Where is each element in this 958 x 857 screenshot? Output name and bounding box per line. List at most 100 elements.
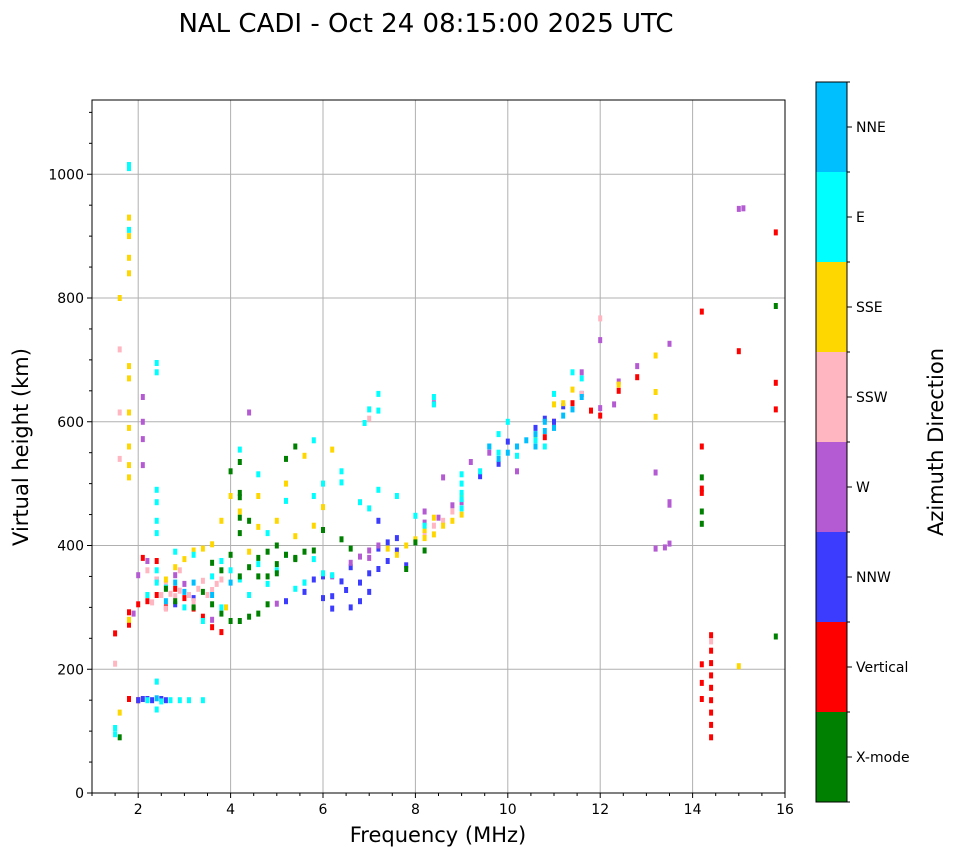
data-point	[284, 551, 288, 558]
data-point	[237, 508, 242, 515]
data-point	[330, 593, 335, 600]
data-point	[330, 605, 335, 612]
data-point	[358, 553, 362, 560]
data-point	[699, 308, 704, 315]
colorbar-label: SSW	[856, 390, 888, 406]
data-point	[699, 485, 704, 492]
data-point	[127, 254, 131, 261]
data-point	[131, 610, 136, 617]
data-point	[311, 522, 316, 529]
x-tick-label: 10	[499, 802, 517, 818]
data-point	[699, 520, 704, 527]
data-point	[635, 374, 640, 381]
data-point	[542, 428, 547, 434]
data-point	[709, 672, 714, 679]
colorbar-frame	[815, 81, 848, 803]
data-point	[542, 418, 547, 425]
data-point	[422, 508, 427, 515]
data-point	[367, 547, 372, 554]
data-point	[358, 579, 362, 586]
x-tick-label: 14	[684, 802, 702, 818]
data-point	[210, 587, 215, 593]
data-point	[274, 570, 279, 577]
colorbar-segment	[816, 82, 847, 172]
data-point	[339, 468, 344, 475]
data-point	[173, 579, 178, 586]
data-point	[182, 595, 187, 602]
data-point	[311, 493, 316, 499]
data-point	[159, 698, 164, 705]
data-point	[321, 573, 325, 580]
data-point	[570, 386, 575, 393]
data-point	[367, 588, 372, 595]
data-point	[311, 576, 316, 583]
data-point	[339, 578, 344, 585]
data-layer	[113, 162, 778, 741]
data-point	[699, 474, 704, 481]
data-point	[773, 303, 778, 309]
x-axis-label: Frequency (MHz)	[350, 823, 526, 847]
data-point	[302, 579, 307, 586]
data-point	[154, 369, 159, 376]
colorbar-segment	[816, 532, 847, 622]
data-point	[210, 541, 215, 548]
data-point	[302, 588, 307, 595]
data-point	[376, 390, 381, 397]
data-point	[228, 468, 233, 475]
data-point	[422, 522, 427, 529]
data-point	[136, 697, 141, 704]
data-point	[385, 539, 390, 546]
data-point	[478, 473, 483, 480]
data-point	[736, 348, 741, 355]
data-point	[163, 605, 168, 612]
data-point	[422, 527, 427, 533]
data-point	[173, 601, 178, 608]
y-tick-label: 0	[75, 786, 84, 802]
x-tick-label: 4	[226, 802, 235, 818]
data-point	[140, 418, 145, 425]
data-point	[214, 580, 219, 587]
data-point	[348, 604, 353, 611]
data-point	[376, 407, 381, 414]
data-point	[496, 455, 501, 462]
data-point	[256, 493, 261, 499]
data-point	[348, 559, 353, 566]
data-point	[256, 554, 261, 561]
data-point	[113, 660, 118, 667]
data-point	[182, 588, 187, 595]
plot-background	[92, 100, 785, 793]
data-point	[154, 499, 159, 506]
data-point	[177, 697, 182, 704]
data-point	[431, 394, 436, 400]
data-point	[191, 551, 196, 558]
data-point	[210, 624, 215, 631]
data-point	[127, 233, 131, 240]
data-point	[699, 443, 704, 450]
data-point	[450, 517, 455, 524]
data-point	[552, 424, 556, 431]
data-point	[598, 315, 603, 322]
data-point	[237, 494, 242, 501]
data-point	[284, 497, 288, 504]
data-point	[237, 573, 242, 580]
data-point	[200, 697, 205, 704]
x-tick-label: 16	[776, 802, 794, 818]
data-point	[404, 562, 409, 569]
data-point	[542, 415, 547, 422]
data-point	[505, 438, 510, 445]
data-point	[436, 514, 441, 521]
data-point	[210, 616, 215, 623]
data-point	[404, 542, 409, 549]
data-point	[219, 567, 224, 574]
data-point	[413, 536, 418, 543]
data-point	[237, 514, 242, 521]
y-tick-label: 600	[57, 415, 84, 431]
data-point	[404, 566, 409, 572]
data-point	[140, 554, 145, 561]
data-point	[154, 592, 159, 598]
data-point	[177, 587, 182, 594]
data-point	[579, 369, 584, 376]
data-point	[154, 678, 159, 685]
data-point	[330, 446, 335, 453]
data-point	[487, 443, 492, 450]
